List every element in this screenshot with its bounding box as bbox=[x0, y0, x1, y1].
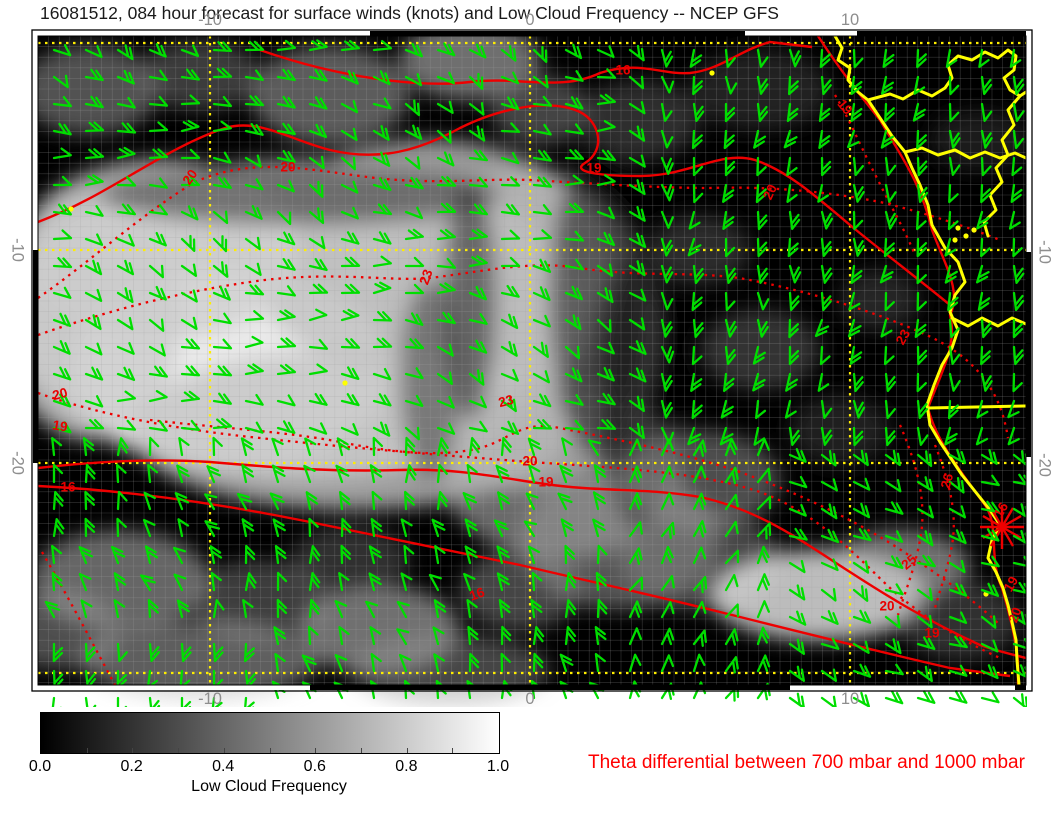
contour-label: 20 bbox=[522, 453, 538, 469]
colorbar-tick-mark bbox=[315, 748, 317, 753]
colorbar-tick-mark bbox=[132, 748, 134, 753]
contour-label: 16 bbox=[60, 479, 76, 495]
colorbar-tick-label: 0.2 bbox=[120, 758, 143, 775]
colorbar-tick-mark bbox=[223, 748, 225, 753]
colorbar-gradient bbox=[40, 712, 500, 754]
x-axis-tick-bottom: -10 bbox=[198, 690, 222, 708]
colorbar-tick-label: 1.0 bbox=[486, 758, 510, 775]
graticule-dotted bbox=[38, 36, 1026, 685]
x-axis-tick-top: -10 bbox=[198, 11, 222, 29]
wind-barbs-layer bbox=[44, 39, 1027, 707]
colorbar-tick-mark bbox=[360, 748, 362, 753]
y-axis-tick-right: -10 bbox=[1035, 240, 1054, 264]
theta-annotation: Theta differential between 700 mbar and … bbox=[588, 752, 1025, 773]
colorbar-tick-mark bbox=[178, 748, 180, 753]
colorbar-tick-mark bbox=[269, 748, 271, 753]
x-axis-tick-top: 10 bbox=[840, 11, 860, 29]
contour-label: 16 bbox=[615, 62, 631, 78]
colorbar-tick-label: 0.8 bbox=[395, 758, 418, 775]
colorbar-tick-label: 0.4 bbox=[212, 758, 235, 775]
y-axis-tick-left: -10 bbox=[8, 238, 27, 262]
page-title: 16081512, 084 hour forecast for surface … bbox=[40, 3, 779, 23]
contour-label: 19 bbox=[51, 417, 69, 435]
map-content bbox=[37, 35, 1027, 707]
contour-label: 19 bbox=[924, 625, 940, 641]
colorbar-tick-mark bbox=[406, 748, 408, 753]
colorbar-tick-mark bbox=[86, 748, 88, 753]
zebra-frame bbox=[31, 29, 1033, 692]
contour-label: 20 bbox=[280, 159, 296, 175]
y-axis-tick-right: -20 bbox=[1035, 453, 1054, 477]
station-asterisk bbox=[980, 505, 1024, 549]
colorbar-title: Low Cloud Frequency bbox=[191, 778, 347, 795]
x-axis-tick-top: 0 bbox=[525, 11, 535, 29]
x-axis-tick-bottom: 0 bbox=[525, 690, 535, 708]
colorbar-tick-label: 0.0 bbox=[28, 758, 52, 775]
colorbar-tick-mark bbox=[452, 748, 454, 753]
forecast-map bbox=[31, 29, 1033, 707]
colorbar-tick-label: 0.6 bbox=[303, 758, 326, 775]
contour-label: 19 bbox=[538, 474, 554, 490]
contour-label: 19 bbox=[586, 160, 602, 176]
x-axis-tick-bottom: 10 bbox=[840, 690, 860, 708]
contour-label: 20 bbox=[879, 598, 895, 614]
y-axis-tick-left: -20 bbox=[8, 451, 27, 475]
cloud-frequency-layer bbox=[37, 35, 1027, 705]
